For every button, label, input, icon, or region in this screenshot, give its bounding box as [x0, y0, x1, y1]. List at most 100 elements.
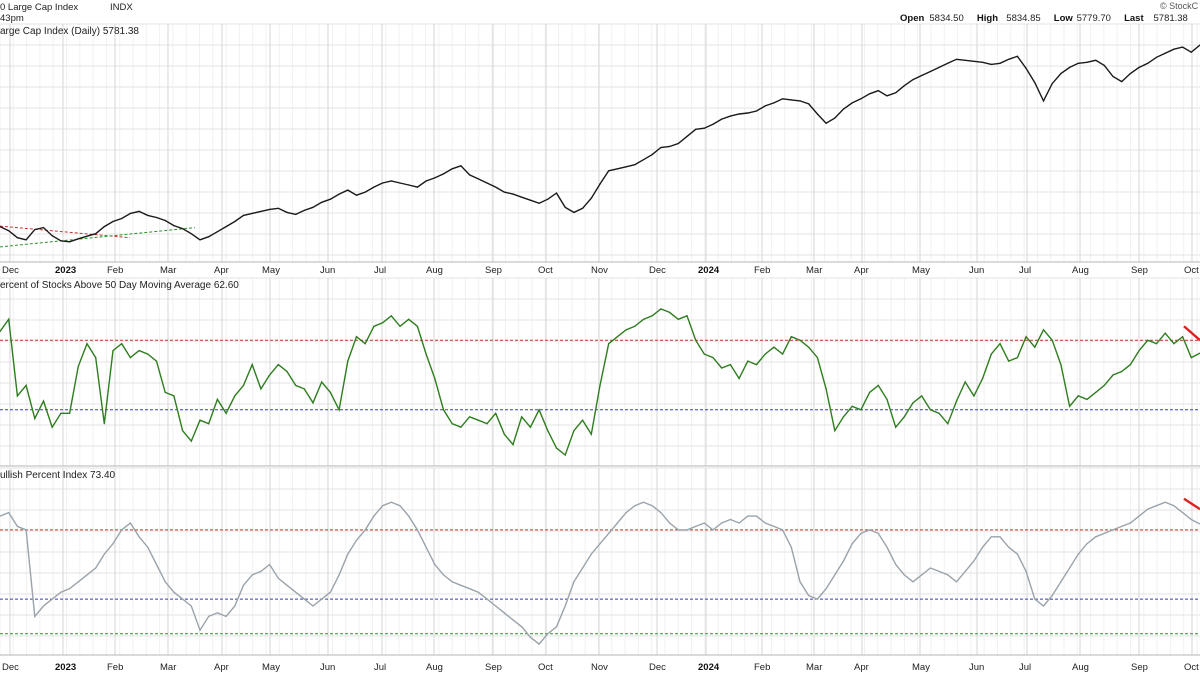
bpi-point — [990, 536, 992, 538]
breadth-point — [303, 388, 305, 390]
series-layer — [0, 44, 1200, 646]
price-point — [434, 177, 436, 179]
price-point — [164, 219, 166, 222]
price-point — [260, 210, 262, 212]
panel3-title: ullish Percent Index 73.40 — [0, 470, 116, 481]
x-tick-label: Feb — [107, 662, 123, 673]
bpi-trend-arrow — [1183, 497, 1200, 511]
price-point — [382, 182, 384, 184]
bpi-point — [964, 570, 966, 573]
breadth-point — [1121, 370, 1123, 373]
bpi-point — [1095, 536, 1097, 538]
bpi-point — [773, 525, 775, 528]
bpi-point — [303, 598, 305, 600]
breadth-point — [277, 364, 279, 366]
price-point — [729, 115, 732, 117]
bpi-point — [129, 522, 131, 524]
price-point — [1182, 46, 1184, 48]
price-point — [999, 62, 1001, 64]
breadth-point — [242, 384, 245, 386]
price-point — [608, 170, 610, 172]
x-tick-label: Apr — [214, 662, 229, 673]
breadth-point — [460, 426, 462, 428]
price-point — [25, 239, 27, 241]
bpi-point — [1138, 515, 1140, 517]
x-tick-label: 2023 — [55, 662, 76, 673]
breadth-point — [425, 353, 427, 355]
breadth-point — [669, 311, 671, 313]
bpi-point — [390, 501, 392, 503]
price-point — [1060, 72, 1062, 75]
breadth-point — [686, 315, 688, 317]
bpi-point — [747, 515, 749, 517]
x-tick-label: Nov — [591, 662, 608, 673]
bpi-point — [1069, 567, 1071, 569]
breadth-point — [1069, 405, 1071, 407]
breadth-point — [251, 364, 253, 366]
breadth-point — [469, 416, 471, 418]
bpi-point — [851, 543, 853, 545]
ohlc-key-1: High — [977, 13, 998, 24]
price-point — [634, 164, 636, 166]
breadth-point — [408, 318, 410, 320]
x-tick-label: Aug — [426, 265, 443, 276]
price-point — [1112, 75, 1114, 78]
price-point — [1008, 58, 1010, 60]
x-tick-label: Mar — [160, 662, 176, 673]
x-tick-label: Oct — [1184, 265, 1199, 276]
price-point — [547, 198, 549, 200]
breadth-series-line — [0, 308, 1200, 457]
bpi-point — [42, 605, 45, 607]
ohlc-readout: Open 5834.50 High 5834.85 Low 5779.70 Last 5781… — [900, 13, 1188, 24]
price-point — [1147, 62, 1149, 64]
bpi-point — [782, 529, 784, 531]
breadth-point — [112, 350, 114, 352]
bpi-point — [1164, 501, 1166, 503]
bpi-point — [895, 563, 897, 566]
price-point — [373, 186, 375, 188]
x-tick-label: May — [912, 662, 930, 673]
bpi-point — [121, 529, 123, 531]
bpi-point — [1086, 543, 1088, 545]
bpi-point — [486, 598, 488, 600]
price-point — [712, 123, 714, 125]
price-point — [1155, 56, 1158, 58]
breadth-point — [834, 430, 836, 432]
bpi-point — [1121, 525, 1123, 528]
breadth-trend-arrow — [1183, 325, 1200, 342]
bpi-point — [816, 598, 819, 600]
breadth-point — [869, 391, 871, 393]
price-point — [642, 159, 645, 161]
reference-lines — [0, 225, 1200, 635]
bpi-point — [242, 584, 245, 586]
bpi-point — [103, 553, 105, 555]
bpi-point — [686, 529, 688, 531]
breadth-point — [503, 433, 505, 435]
price-point — [1138, 66, 1140, 68]
bpi-point — [312, 605, 314, 607]
breadth-point — [747, 360, 749, 362]
x-tick-label: Jul — [1019, 265, 1031, 276]
breadth-point — [938, 412, 940, 414]
breadth-point — [512, 444, 514, 446]
price-point — [199, 239, 201, 241]
breadth-point — [155, 360, 158, 362]
price-point — [303, 209, 305, 211]
bpi-point — [425, 546, 427, 548]
bpi-point — [69, 588, 71, 590]
bpi-point — [651, 505, 653, 507]
price-point — [555, 192, 558, 194]
bpi-point — [225, 615, 227, 618]
breadth-point — [69, 412, 71, 414]
price-point — [51, 235, 53, 237]
ohlc-value-0: 5834.50 — [929, 13, 963, 24]
price-point — [112, 220, 114, 223]
price-point — [390, 180, 392, 182]
breadth-point — [42, 400, 45, 402]
price-point — [86, 235, 88, 237]
price-point — [295, 213, 297, 215]
x-tick-label: Mar — [806, 265, 822, 276]
breadth-point — [77, 365, 79, 367]
breadth-point — [538, 409, 540, 411]
